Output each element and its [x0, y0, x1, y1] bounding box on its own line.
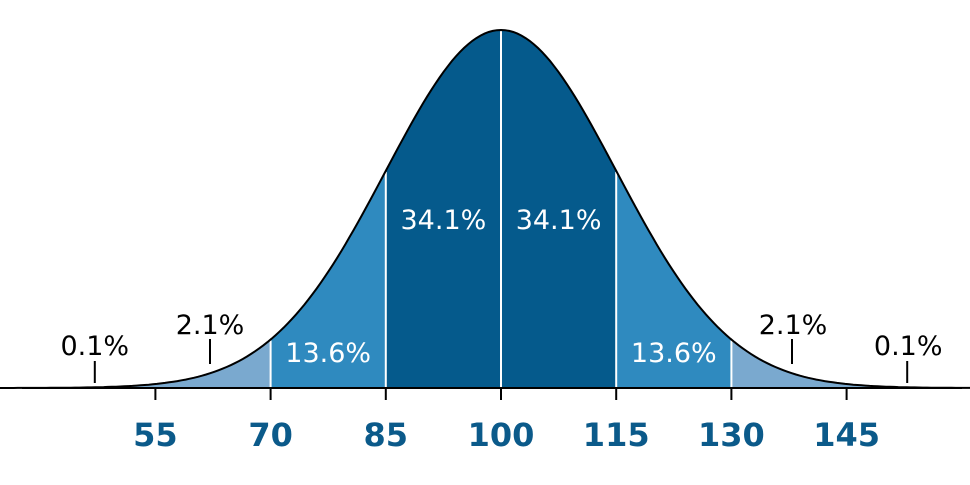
segment-label-5: 2.1%	[759, 310, 828, 341]
segment-label-1: 34.1%	[516, 205, 602, 236]
x-tick-label-2: 85	[364, 416, 409, 454]
x-tick-label-4: 115	[583, 416, 650, 454]
segment-label-7: 0.1%	[874, 331, 943, 362]
x-tick-label-3: 100	[468, 416, 535, 454]
segment-label-4: 2.1%	[176, 310, 245, 341]
segment-label-3: 13.6%	[631, 338, 717, 369]
segment-label-0: 34.1%	[401, 205, 487, 236]
segment-label-6: 0.1%	[60, 331, 129, 362]
segment-label-2: 13.6%	[285, 338, 371, 369]
x-tick-label-6: 145	[813, 416, 880, 454]
x-tick-label-0: 55	[133, 416, 178, 454]
region-0	[0, 339, 271, 388]
region-5	[731, 339, 970, 388]
x-tick-label-5: 130	[698, 416, 765, 454]
x-tick-label-1: 70	[248, 416, 293, 454]
